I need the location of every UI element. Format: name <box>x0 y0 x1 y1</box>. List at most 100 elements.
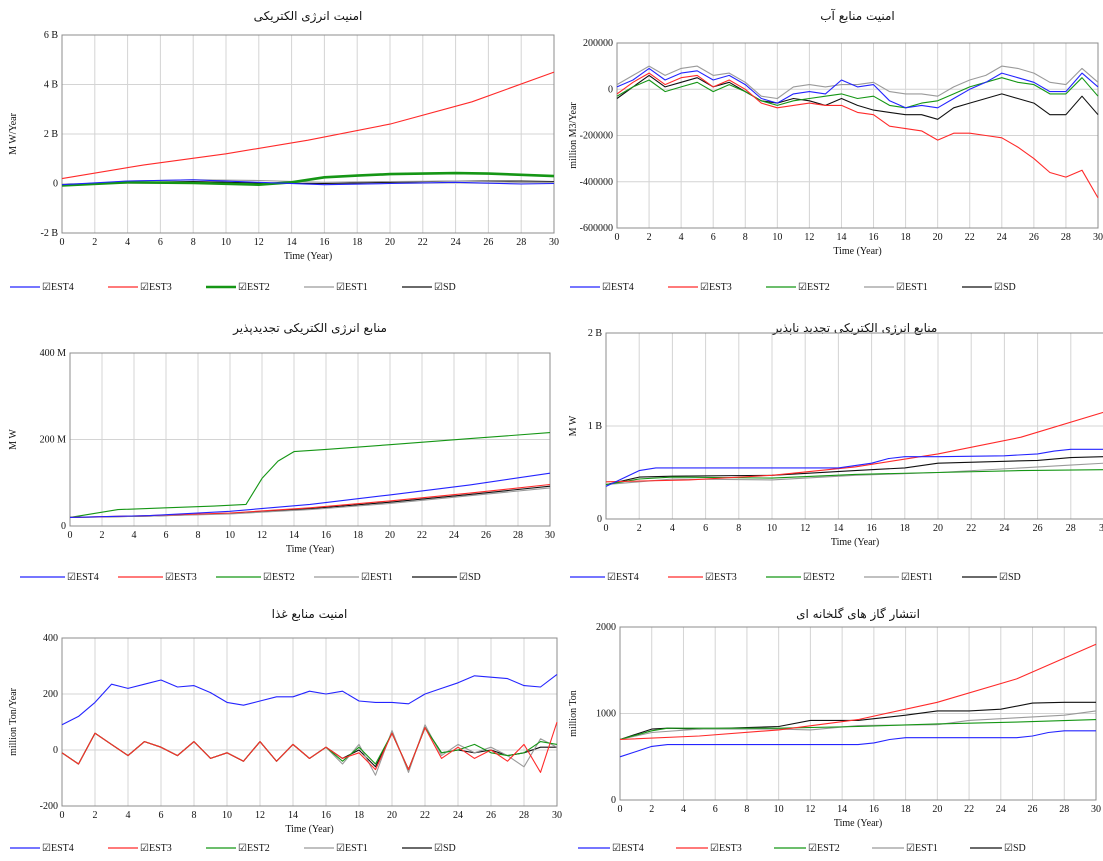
x-tick-label: 10 <box>767 523 777 534</box>
legend-item-est4[interactable]: ☑EST4 <box>10 282 74 293</box>
series-line-est4 <box>617 68 1098 107</box>
x-tick-label: 24 <box>449 530 459 541</box>
y-tick-label: 4 B <box>44 80 59 91</box>
legend-item-est4[interactable]: ☑EST4 <box>570 282 634 293</box>
x-tick-label: 12 <box>800 523 810 534</box>
legend-item-est4[interactable]: ☑EST4 <box>10 843 74 854</box>
x-tick-label: 20 <box>385 530 395 541</box>
chart-title: امنیت منابع آب <box>820 8 894 23</box>
plot-frame <box>62 638 557 806</box>
y-axis-title: million Ton <box>568 690 579 737</box>
y-tick-label: 6 B <box>44 30 59 41</box>
legend-item-est3[interactable]: ☑EST3 <box>108 843 172 854</box>
x-tick-label: 6 <box>711 232 716 243</box>
legend-item-est3[interactable]: ☑EST3 <box>108 282 172 293</box>
legend-item-est2[interactable]: ☑EST2 <box>206 843 270 854</box>
series-line-est3 <box>70 485 550 518</box>
x-tick-label: 8 <box>191 237 196 248</box>
legend-label: ☑EST2 <box>238 282 270 293</box>
series-line-est3 <box>62 72 554 179</box>
legend-item-est3[interactable]: ☑EST3 <box>668 282 732 293</box>
x-tick-label: 18 <box>353 530 363 541</box>
legend-label: ☑SD <box>1004 843 1026 854</box>
x-tick-label: 14 <box>833 523 843 534</box>
x-tick-label: 2 <box>92 237 97 248</box>
y-tick-label: 2 B <box>588 328 603 339</box>
x-tick-label: 10 <box>225 530 235 541</box>
y-tick-label: -200 <box>40 801 58 812</box>
legend-item-est1[interactable]: ☑EST1 <box>864 572 933 583</box>
legend-label: ☑EST2 <box>808 843 840 854</box>
legend-item-sd[interactable]: ☑SD <box>402 282 456 293</box>
y-tick-label: 200000 <box>583 38 613 49</box>
x-tick-label: 4 <box>681 804 686 815</box>
legend-label: ☑EST3 <box>705 572 737 583</box>
chart-title: انتشار گاز های گلخانه ای <box>796 607 920 622</box>
x-tick-label: 6 <box>158 237 163 248</box>
legend-item-sd[interactable]: ☑SD <box>970 843 1026 854</box>
x-axis-title: Time (Year) <box>286 544 334 555</box>
legend-item-sd[interactable]: ☑SD <box>962 282 1016 293</box>
legend-item-est3[interactable]: ☑EST3 <box>118 572 197 583</box>
legend-item-est1[interactable]: ☑EST1 <box>304 843 368 854</box>
x-tick-label: 12 <box>254 237 264 248</box>
legend-label: ☑EST3 <box>140 843 172 854</box>
legend-item-est2[interactable]: ☑EST2 <box>206 282 270 293</box>
y-axis-title: M W/Year <box>8 112 19 155</box>
legend-label: ☑EST3 <box>140 282 172 293</box>
x-tick-label: 16 <box>867 523 877 534</box>
x-tick-label: 26 <box>1029 232 1039 243</box>
x-tick-label: 10 <box>221 237 231 248</box>
x-tick-label: 30 <box>552 810 562 821</box>
x-tick-label: 24 <box>451 237 461 248</box>
chart-panel-2: امنیت منابع آب-600000-400000-20000002000… <box>568 8 1103 293</box>
legend-item-est3[interactable]: ☑EST3 <box>676 843 742 854</box>
x-tick-label: 8 <box>744 804 749 815</box>
legend-item-est4[interactable]: ☑EST4 <box>570 572 639 583</box>
y-tick-label: 2000 <box>596 622 616 633</box>
legend-item-est1[interactable]: ☑EST1 <box>864 282 928 293</box>
y-tick-label: -2 B <box>41 228 59 239</box>
legend-item-est4[interactable]: ☑EST4 <box>20 572 99 583</box>
x-tick-label: 0 <box>60 237 65 248</box>
legend-item-sd[interactable]: ☑SD <box>412 572 481 583</box>
legend-label: ☑EST4 <box>67 572 99 583</box>
legend-item-est2[interactable]: ☑EST2 <box>766 572 835 583</box>
x-tick-label: 28 <box>519 810 529 821</box>
x-tick-label: 30 <box>545 530 555 541</box>
legend-item-est1[interactable]: ☑EST1 <box>872 843 938 854</box>
x-tick-label: 0 <box>68 530 73 541</box>
legend-item-est2[interactable]: ☑EST2 <box>216 572 295 583</box>
x-tick-label: 30 <box>549 237 559 248</box>
legend-item-est2[interactable]: ☑EST2 <box>766 282 830 293</box>
x-tick-label: 2 <box>100 530 105 541</box>
x-tick-label: 14 <box>836 232 846 243</box>
chart-title: امنیت انرژی الکتریکی <box>254 9 363 24</box>
y-axis-title: M W <box>568 415 579 436</box>
x-tick-label: 0 <box>615 232 620 243</box>
x-tick-label: 8 <box>736 523 741 534</box>
legend-item-sd[interactable]: ☑SD <box>402 843 456 854</box>
y-tick-label: 200 M <box>40 435 67 446</box>
chart-panel-1: امنیت انرژی الکتریکی-2 B02 B4 B6 B0 2 4 6 8 1… <box>8 9 559 293</box>
legend-item-est3[interactable]: ☑EST3 <box>668 572 737 583</box>
x-tick-label: 0 <box>604 523 609 534</box>
x-tick-label: 18 <box>901 804 911 815</box>
x-axis-title: Time (Year) <box>284 251 332 262</box>
legend-item-est1[interactable]: ☑EST1 <box>304 282 368 293</box>
x-tick-label: 30 <box>1091 804 1101 815</box>
x-tick-label: 4 <box>125 237 130 248</box>
y-tick-label: 400 M <box>40 348 67 359</box>
legend-item-est2[interactable]: ☑EST2 <box>774 843 840 854</box>
legend-item-sd[interactable]: ☑SD <box>962 572 1021 583</box>
legend-label: ☑EST1 <box>896 282 928 293</box>
legend-item-est4[interactable]: ☑EST4 <box>578 843 644 854</box>
x-tick-label: 22 <box>965 232 975 243</box>
x-tick-label: 16 <box>321 530 331 541</box>
legend-item-est1[interactable]: ☑EST1 <box>314 572 393 583</box>
chart-title: منابع انرژی الکتریکی تجدید ناپذیر <box>772 321 938 336</box>
y-tick-label: 0 <box>608 84 613 95</box>
